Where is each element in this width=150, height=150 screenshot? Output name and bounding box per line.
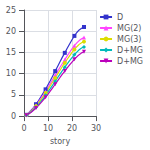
svg-text:20: 20 bbox=[67, 124, 77, 133]
svg-text:25: 25 bbox=[6, 6, 16, 15]
svg-text:MG(3): MG(3) bbox=[117, 35, 141, 44]
svg-text:D: D bbox=[117, 13, 123, 22]
svg-text:D+MG: D+MG bbox=[117, 57, 143, 66]
svg-text:20: 20 bbox=[6, 27, 16, 36]
svg-text:5: 5 bbox=[11, 90, 16, 99]
svg-text:0: 0 bbox=[11, 112, 16, 121]
svg-text:10: 10 bbox=[43, 124, 53, 133]
svg-text:0: 0 bbox=[21, 124, 26, 133]
svg-text:10: 10 bbox=[6, 69, 16, 78]
svg-text:15: 15 bbox=[6, 48, 16, 57]
svg-text:MG(2): MG(2) bbox=[117, 24, 141, 33]
svg-text:story: story bbox=[50, 137, 70, 146]
svg-text:D+MG: D+MG bbox=[117, 46, 143, 55]
svg-text:30: 30 bbox=[91, 124, 101, 133]
